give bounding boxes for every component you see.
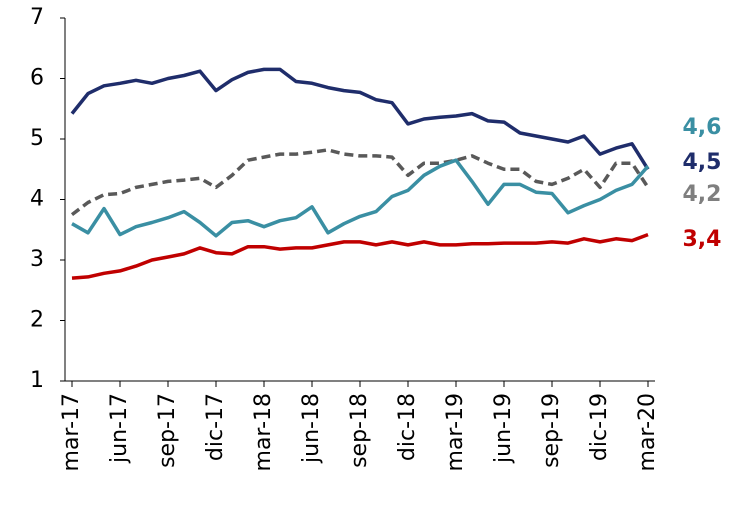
- x-tick-label: dic-18: [395, 393, 420, 461]
- y-tick-label: 2: [30, 308, 44, 333]
- series-line: [71, 232, 649, 280]
- x-tick-label: mar-19: [443, 393, 468, 471]
- y-tick-label: 5: [30, 126, 44, 151]
- end-label: 4,2: [683, 182, 722, 207]
- x-tick-label: jun-18: [299, 393, 324, 464]
- x-tick-label: dic-17: [203, 393, 228, 461]
- x-tick-label: sep-19: [539, 393, 564, 468]
- series-line: [71, 158, 650, 238]
- y-tick-label: 6: [30, 66, 44, 91]
- x-tick-label: jun-17: [107, 393, 132, 464]
- x-tick-label: jun-19: [491, 393, 516, 464]
- series-line: [70, 148, 650, 216]
- end-label: 4,6: [683, 115, 722, 140]
- y-tick-label: 4: [30, 187, 44, 212]
- end-label: 4,5: [683, 150, 722, 175]
- end-label: 3,4: [683, 227, 722, 252]
- x-tick-label: sep-17: [155, 393, 180, 468]
- x-tick-label: dic-19: [587, 393, 612, 461]
- y-tick-label: 7: [30, 5, 44, 30]
- y-tick-label: 1: [30, 368, 44, 393]
- x-tick-label: mar-20: [635, 393, 660, 471]
- x-tick-label: sep-18: [347, 393, 372, 468]
- x-tick-label: mar-18: [251, 393, 276, 471]
- y-tick-label: 3: [30, 247, 44, 272]
- series-line: [70, 67, 650, 171]
- x-tick-label: mar-17: [59, 393, 84, 471]
